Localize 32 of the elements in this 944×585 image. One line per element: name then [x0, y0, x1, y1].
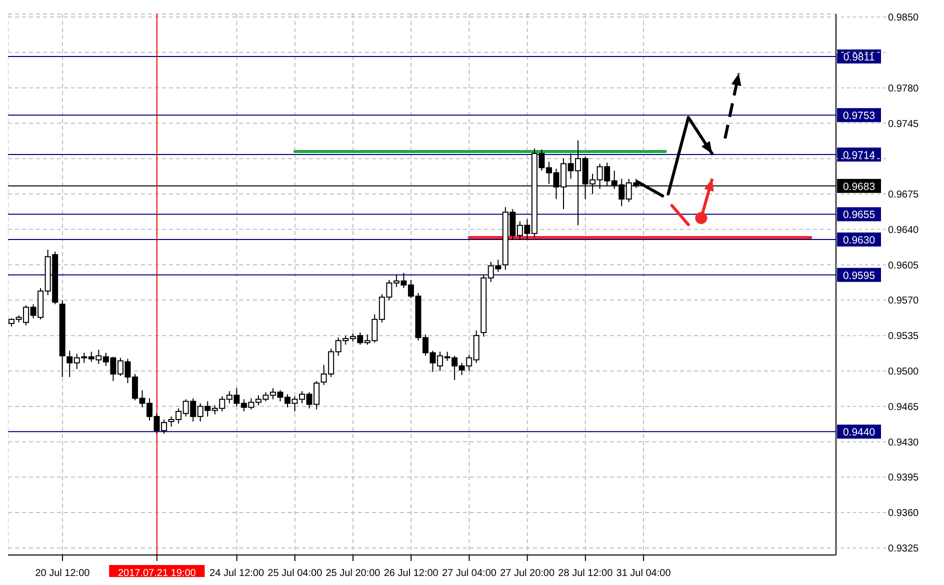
x-tick-label: 2017.07.21 19:00	[118, 568, 196, 579]
x-tick-label: 27 Jul 20:00	[500, 568, 555, 579]
y-tick-label: 0.9605	[888, 260, 920, 272]
y-tick-label: 0.9570	[888, 296, 920, 307]
x-tick-label: 31 Jul 04:00	[616, 568, 672, 579]
ref-line-label: 0.9811	[843, 51, 875, 64]
y-tick-label: 0.9780	[888, 83, 920, 94]
ref-line-label: 0.9630	[842, 234, 876, 246]
y-tick-label: 0.9325	[888, 543, 920, 554]
x-tick-label: 25 Jul 04:00	[268, 568, 323, 579]
ref-line-label: 0.9753	[842, 110, 876, 122]
y-tick-label: 0.9850	[888, 12, 920, 24]
ref-line-label: 0.9714	[842, 150, 876, 162]
y-tick-label: 0.9465	[888, 402, 920, 413]
x-tick-label: 28 Jul 12:00	[558, 568, 614, 579]
x-tick-label: 26 Jul 12:00	[384, 568, 439, 579]
y-tick-label: 0.9360	[888, 508, 920, 520]
ref-line-label: 0.9683	[842, 180, 876, 193]
x-tick-label: 27 Jul 04:00	[442, 568, 497, 579]
ref-line-label: 0.9655	[842, 209, 876, 222]
y-tick-label: 0.9745	[888, 118, 920, 130]
x-tick-label: 20 Jul 12:00	[35, 568, 90, 579]
y-tick-label: 0.9675	[888, 190, 920, 201]
x-tick-label: 24 Jul 12:00	[210, 568, 264, 579]
y-tick-label: 0.9500	[888, 366, 920, 378]
y-tick-label: 0.9640	[888, 224, 920, 236]
x-tick-label: 25 Jul 20:00	[326, 568, 381, 579]
y-tick-label: 0.9395	[888, 472, 920, 484]
y-tick-label: 0.9535	[888, 331, 920, 342]
y-tick-label: 0.9430	[888, 437, 920, 448]
ref-line-label: 0.9595	[842, 270, 876, 282]
ref-line-label: 0.9440	[842, 426, 876, 439]
